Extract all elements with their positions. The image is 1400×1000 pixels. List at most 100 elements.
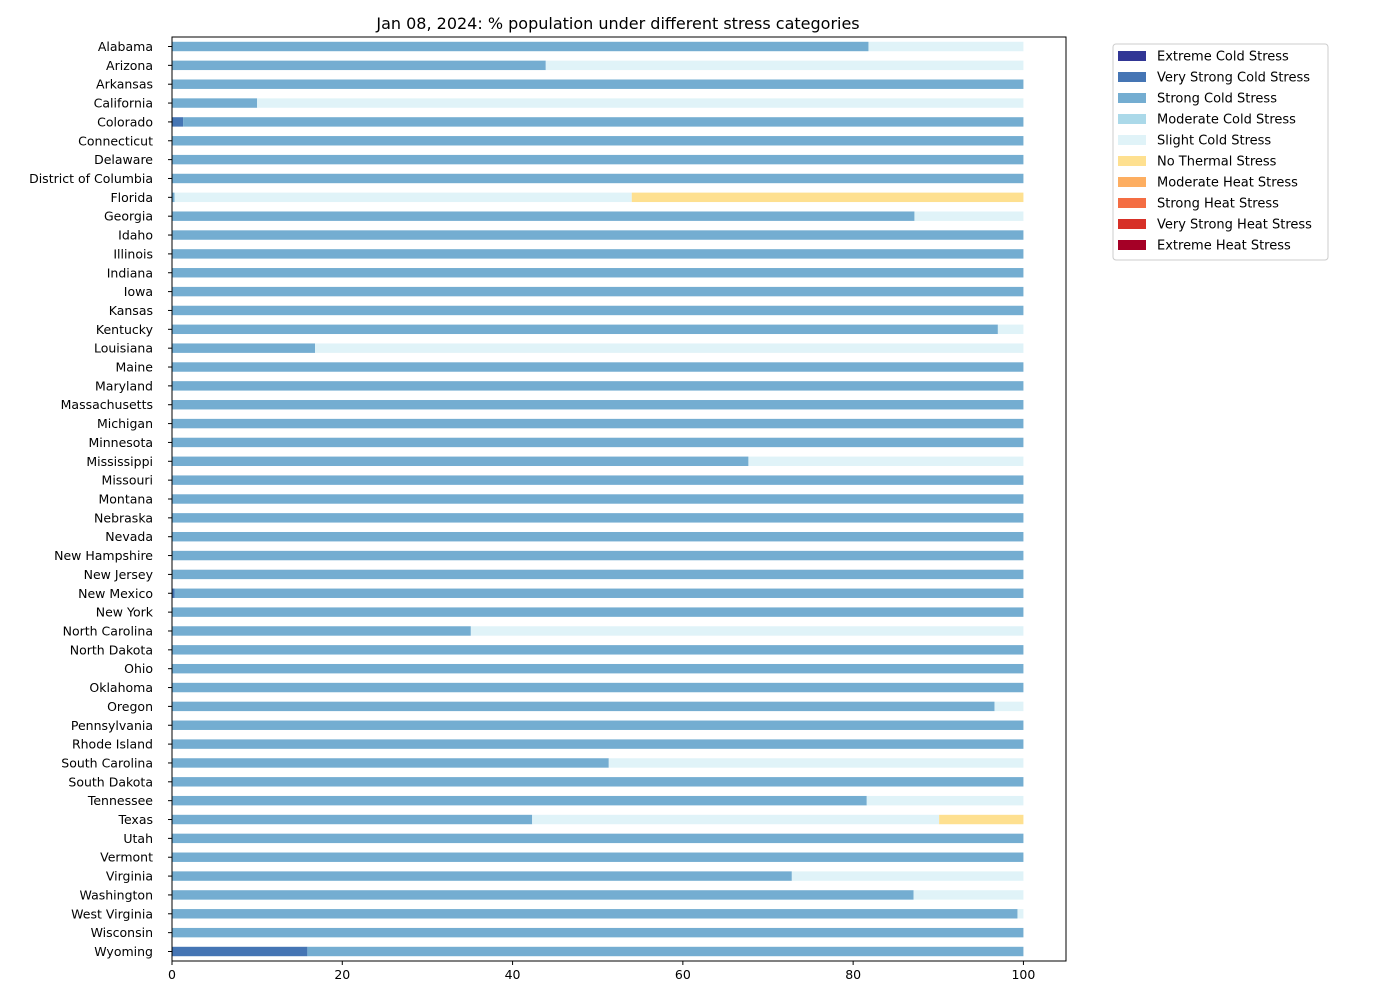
y-tick-label: Delaware	[94, 152, 153, 167]
y-tick-label: Oklahoma	[89, 680, 153, 695]
legend-box	[1112, 43, 1329, 261]
y-tick-label: Ohio	[124, 661, 153, 676]
legend-label: Extreme Cold Stress	[1157, 50, 1289, 65]
bar-segment	[608, 758, 1024, 768]
y-tick-label: Arkansas	[96, 77, 153, 92]
y-tick-label: Kentucky	[96, 322, 154, 337]
legend-label: Slight Cold Stress	[1157, 134, 1271, 149]
bar-segment	[172, 739, 1024, 749]
bar-segment	[172, 381, 1024, 391]
x-axis: 0 20 40 60 80 100	[168, 961, 1035, 982]
bar-segment	[172, 701, 995, 712]
bar-segment	[172, 682, 1024, 693]
bar-segment	[172, 814, 533, 825]
y-axis: Alabama Arizona Arkansas California Colorado…	[29, 39, 172, 959]
bar-segment	[172, 249, 1024, 259]
bar-segment	[172, 400, 1024, 410]
y-tick-label: North Dakota	[70, 642, 153, 657]
bar-segment	[172, 645, 1024, 655]
bar-segment	[307, 946, 1024, 957]
legend-label: Very Strong Cold Stress	[1157, 71, 1310, 86]
y-tick-label: Utah	[123, 831, 153, 846]
legend-label: Strong Cold Stress	[1157, 92, 1277, 107]
y-tick-label: New York	[96, 605, 154, 620]
x-tick-label: 20	[334, 967, 350, 982]
bar-segment	[172, 927, 1024, 938]
bar-segment	[172, 230, 1024, 240]
y-tick-label: Mississippi	[86, 454, 153, 469]
legend-swatch	[1118, 51, 1146, 61]
legend: Extreme Cold Stress Very Strong Cold Stre…	[1112, 43, 1329, 261]
bar-segment	[257, 98, 1024, 108]
legend-swatch	[1118, 219, 1146, 229]
y-tick-label: West Virginia	[71, 906, 153, 921]
bar-segment	[172, 324, 998, 335]
bar-segment	[172, 60, 546, 71]
bar-segment	[172, 833, 1024, 844]
bar-segment	[172, 286, 1024, 297]
y-tick-label: Florida	[110, 190, 153, 205]
bar-segment	[997, 324, 1024, 335]
legend-swatch	[1118, 72, 1146, 82]
plot-frame	[171, 36, 1067, 962]
y-tick-label: Wyoming	[94, 944, 153, 959]
y-tick-label: Iowa	[124, 284, 153, 299]
x-tick-label: 60	[675, 967, 691, 982]
bar-segment	[172, 79, 1024, 89]
y-tick-label: Montana	[99, 492, 154, 507]
x-tick-label: 80	[845, 967, 861, 982]
legend-label: Very Strong Heat Stress	[1157, 218, 1312, 233]
y-tick-label: Minnesota	[88, 435, 153, 450]
bar-segment	[172, 343, 316, 353]
bar-segment	[172, 98, 258, 108]
x-tick-label: 40	[505, 967, 521, 982]
bar-segment	[172, 909, 1018, 919]
y-tick-label: Maine	[115, 360, 153, 375]
bar-segment	[174, 192, 632, 203]
legend-swatch	[1118, 198, 1146, 208]
y-tick-label: District of Columbia	[29, 171, 153, 186]
bar-segment	[172, 569, 1024, 580]
y-tick-label: South Carolina	[61, 755, 153, 770]
bar-segment	[172, 720, 1024, 730]
bar-segment	[172, 531, 1024, 542]
bar-segment	[470, 626, 1024, 636]
bar-segment	[174, 588, 1024, 598]
bar-segment	[1017, 909, 1024, 919]
y-tick-label: Pennsylvania	[71, 718, 153, 733]
y-tick-label: Washington	[80, 887, 153, 902]
legend-swatch	[1118, 93, 1146, 103]
y-tick-label: Oregon	[107, 699, 153, 714]
bar-segment	[172, 136, 1024, 146]
bar-segment	[172, 588, 175, 598]
bar-segment	[748, 456, 1024, 467]
y-tick-label: Vermont	[100, 850, 153, 865]
bar-segment	[172, 513, 1024, 523]
bar-segment	[545, 60, 1024, 71]
y-tick-label: Kansas	[109, 303, 153, 318]
y-tick-label: Massachusetts	[61, 397, 153, 412]
legend-label: Extreme Heat Stress	[1157, 239, 1291, 254]
y-tick-label: Georgia	[104, 209, 153, 224]
legend-label: Strong Heat Stress	[1157, 197, 1279, 212]
bar-segment	[172, 626, 471, 636]
bar-segment	[172, 607, 1024, 617]
bar-segment	[172, 758, 609, 768]
bar-segment	[172, 777, 1024, 787]
bar-segment	[172, 418, 1024, 429]
bar-segment	[172, 871, 792, 881]
bar-segment	[631, 192, 1024, 203]
legend-swatch	[1118, 156, 1146, 166]
bar-segment	[914, 211, 1024, 221]
legend-label: No Thermal Stress	[1157, 155, 1277, 170]
bar-segment	[172, 456, 749, 467]
y-tick-label: Illinois	[113, 246, 153, 261]
y-tick-label: Rhode Island	[72, 737, 153, 752]
y-tick-label: Wisconsin	[91, 925, 153, 940]
y-tick-label: Maryland	[95, 378, 153, 393]
bar-segment	[939, 814, 1024, 825]
y-tick-label: Louisiana	[94, 341, 153, 356]
y-tick-label: Arizona	[106, 58, 153, 73]
bar-segment	[172, 41, 869, 52]
